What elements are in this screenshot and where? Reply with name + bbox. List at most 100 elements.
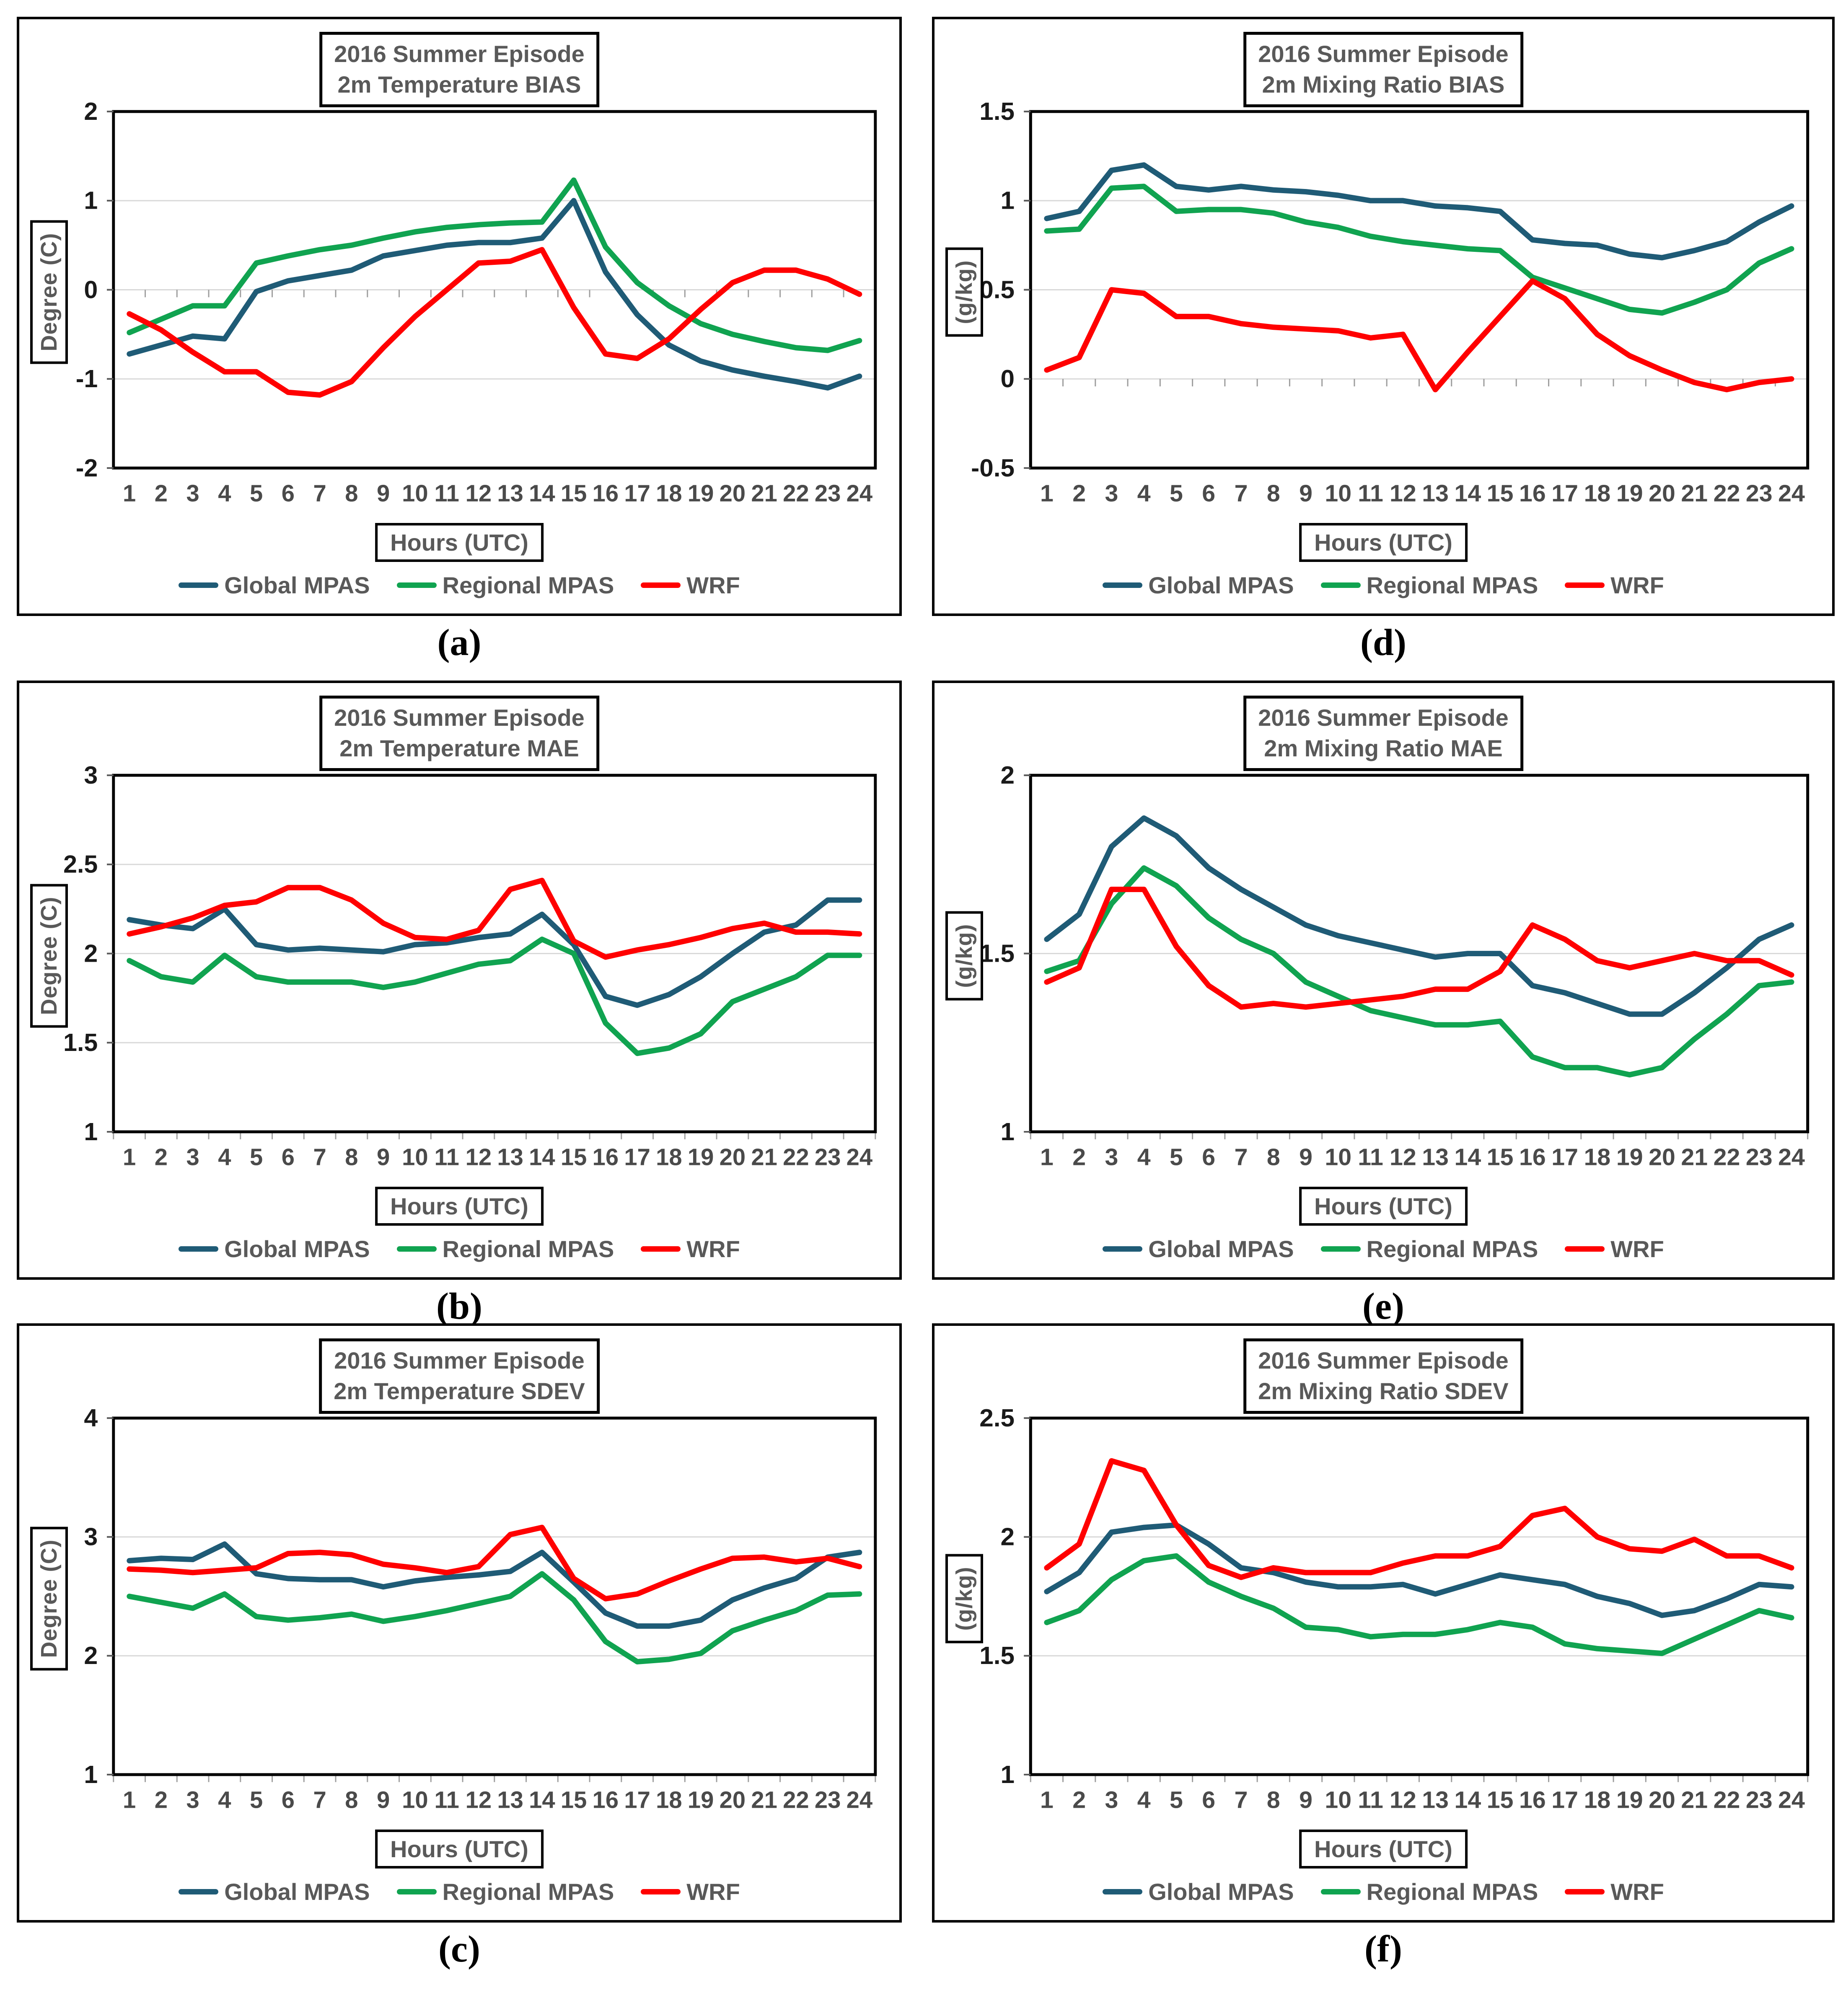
x-tick-label: 6	[1202, 480, 1215, 507]
legend-swatch-global	[1103, 1246, 1143, 1252]
chart-title-line1: 2016 Summer Episode	[1258, 704, 1509, 731]
x-tick-label: 21	[751, 1144, 777, 1170]
x-tick-label: 13	[1422, 1787, 1449, 1814]
x-tick-label: 24	[1778, 480, 1805, 507]
plot-frame	[1029, 1416, 1810, 1776]
y-axis-title: (g/kg)	[945, 911, 983, 1001]
x-tick-label: 21	[1681, 1787, 1708, 1814]
legend-item-global: Global MPAS	[179, 1878, 370, 1905]
x-tick-label: 9	[1299, 480, 1312, 507]
x-tick-label: 16	[593, 480, 619, 506]
chart-canvas-mixing-ratio-bias: 1.510.50-0.51 2 3 4 5 6 7 8 9 10 11 12 13 14 15 16 17 18 1…	[971, 97, 1810, 507]
series-line-global	[127, 198, 862, 391]
legend-swatch-wrf	[641, 1889, 681, 1894]
chart-title-line2: 2m Temperature BIAS	[337, 71, 581, 98]
legend-item-wrf: WRF	[1565, 1235, 1664, 1263]
x-tick-label: 21	[751, 1786, 777, 1813]
y-tick-label: 1.5	[979, 939, 1015, 968]
legend-item-wrf: WRF	[1565, 572, 1664, 599]
panel-label-a: (a)	[437, 622, 482, 663]
chart-title-line1: 2016 Summer Episode	[1258, 41, 1509, 67]
x-tick-label: 19	[1616, 1144, 1643, 1171]
chart-canvas-temperature-bias: 210-1-21 2 3 4 5 6 7 8 9 10 11 12 13 14 15 16 17 18 19 20 21…	[76, 97, 877, 506]
chart-title-line2: 2m Mixing Ratio SDEV	[1258, 1377, 1509, 1404]
x-tick-label: 7	[313, 480, 326, 506]
plot-frame	[112, 1416, 877, 1776]
chart-title-line1: 2016 Summer Episode	[334, 1347, 585, 1374]
x-tick-label: 3	[1105, 480, 1118, 507]
x-tick-label: 14	[1455, 1144, 1481, 1171]
x-tick-label: 8	[345, 1144, 358, 1170]
legend: Global MPAS Regional MPAS WRF	[935, 572, 1832, 599]
x-tick-label: 19	[1616, 1787, 1643, 1814]
x-tick-label: 11	[434, 1786, 459, 1813]
series-line-wrf	[127, 247, 862, 398]
series-line-global	[1044, 815, 1794, 1017]
series-line-regional	[1044, 184, 1794, 316]
x-tick-label: 14	[1455, 1787, 1481, 1814]
x-tick-label: 1	[1040, 1787, 1054, 1814]
x-axis-title: Hours (UTC)	[375, 1830, 544, 1868]
x-tick-label: 2	[1072, 1144, 1086, 1171]
x-tick-label: 5	[1170, 1144, 1183, 1171]
legend-swatch-wrf	[1565, 1889, 1605, 1894]
legend-swatch-wrf	[641, 1246, 681, 1252]
legend-label-global: Global MPAS	[224, 1879, 370, 1905]
y-tick-label: 2	[84, 939, 98, 967]
x-tick-label: 11	[1358, 1787, 1383, 1814]
panel-label-f: (f)	[1364, 1928, 1402, 1970]
x-tick-label: 15	[561, 480, 587, 506]
x-tick-label: 3	[1105, 1144, 1118, 1171]
x-tick-label: 23	[815, 480, 841, 506]
x-tick-label: 17	[624, 1144, 650, 1170]
x-tick-label: 4	[1137, 480, 1151, 507]
x-tick-label: 13	[1422, 1144, 1449, 1171]
x-tick-label: 21	[1681, 480, 1708, 507]
x-tick-label: 22	[783, 1144, 809, 1170]
series-line-global	[127, 897, 862, 1008]
legend-label-regional: Regional MPAS	[1366, 1236, 1538, 1262]
x-tick-label: 19	[688, 1144, 714, 1170]
panel-label-d: (d)	[1360, 622, 1406, 663]
chart-title: 2016 Summer Episode 2m Mixing Ratio MAE	[1243, 696, 1523, 771]
x-tick-label: 7	[1235, 1787, 1248, 1814]
x-tick-label: 22	[783, 1786, 809, 1813]
x-tick-label: 24	[1778, 1787, 1805, 1814]
legend-label-wrf: WRF	[1610, 1879, 1664, 1905]
legend-swatch-global	[179, 1889, 219, 1894]
x-tick-label: 22	[1714, 480, 1740, 507]
x-tick-label: 20	[720, 1144, 746, 1170]
legend-item-global: Global MPAS	[179, 572, 370, 599]
x-tick-label: 7	[313, 1786, 326, 1813]
chart-title-line1: 2016 Summer Episode	[334, 704, 585, 731]
legend-item-wrf: WRF	[1565, 1878, 1664, 1905]
series-line-regional	[127, 1571, 862, 1664]
x-tick-label: 6	[282, 1786, 295, 1813]
legend-label-global: Global MPAS	[224, 572, 370, 598]
legend-label-wrf: WRF	[1610, 1236, 1664, 1262]
panel-label-b: (b)	[436, 1286, 482, 1327]
y-axis-title: Degree (C)	[30, 1527, 68, 1671]
chart-title-line2: 2m Mixing Ratio MAE	[1264, 735, 1503, 761]
x-tick-label: 16	[1519, 1144, 1546, 1171]
legend-item-regional: Regional MPAS	[396, 1235, 614, 1263]
y-axis-title: Degree (C)	[30, 884, 68, 1028]
legend-swatch-regional	[396, 1889, 437, 1894]
legend-item-global: Global MPAS	[1103, 572, 1294, 599]
x-tick-label: 2	[1072, 480, 1086, 507]
x-tick-label: 8	[345, 1786, 358, 1813]
x-tick-label: 17	[1551, 1144, 1578, 1171]
x-tick-label: 10	[1325, 1144, 1351, 1171]
legend-item-global: Global MPAS	[1103, 1878, 1294, 1905]
x-tick-label: 14	[529, 1786, 555, 1813]
legend-label-regional: Regional MPAS	[1366, 572, 1538, 598]
y-tick-label: 2	[84, 1641, 98, 1669]
x-tick-label: 1	[123, 1144, 136, 1170]
x-tick-label: 9	[377, 1144, 390, 1170]
x-tick-label: 4	[1137, 1144, 1151, 1171]
y-axis-title: (g/kg)	[945, 247, 983, 337]
x-tick-label: 21	[1681, 1144, 1708, 1171]
x-tick-label: 7	[1235, 480, 1248, 507]
y-tick-label: 1.5	[979, 97, 1015, 125]
